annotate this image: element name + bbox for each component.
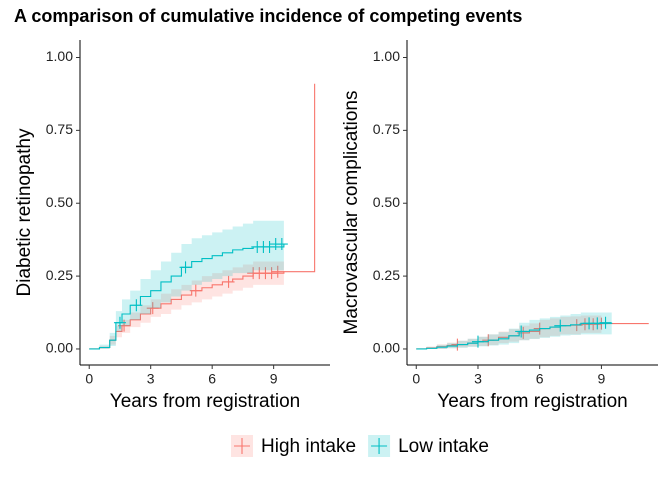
x-tick-label: 0	[85, 371, 93, 387]
censor-mark	[515, 325, 528, 338]
confidence-band	[416, 314, 602, 349]
step-line	[89, 83, 316, 350]
x-axis-title: Years from registration	[437, 391, 627, 412]
censor-mark	[271, 265, 284, 278]
chart-title: A comparison of cumulative incidence of …	[14, 6, 522, 26]
x-tick-label: 0	[412, 371, 420, 387]
y-axis-title: Macrovascular complications	[341, 91, 362, 335]
censor-mark	[591, 317, 604, 330]
censor-mark	[189, 284, 202, 297]
confidence-band	[89, 260, 284, 349]
y-tick-label: 0.25	[373, 267, 400, 283]
x-tick-label: 3	[474, 371, 482, 387]
x-tick-label: 6	[208, 371, 216, 387]
y-tick-label: 0.75	[46, 121, 73, 137]
censor-mark	[275, 238, 288, 251]
y-tick-label: 0.00	[373, 340, 400, 356]
legend-key-mark	[234, 438, 250, 454]
legend-key-mark	[371, 438, 388, 454]
y-tick-label: 0.75	[373, 121, 400, 137]
confidence-band	[89, 217, 284, 349]
x-tick-label: 6	[536, 371, 544, 387]
censor-mark	[599, 316, 612, 329]
y-tick-label: 1.00	[373, 48, 400, 64]
x-axis-title: Years from registration	[110, 391, 300, 412]
censor-mark	[146, 302, 159, 315]
censor-mark	[130, 299, 143, 312]
x-tick-label: 9	[598, 371, 606, 387]
legend-label: Low intake	[398, 436, 489, 457]
x-tick-label: 3	[147, 371, 155, 387]
censor-mark	[179, 261, 192, 274]
confidence-band	[416, 311, 612, 349]
censor-mark	[222, 275, 235, 288]
censor-mark	[113, 316, 126, 329]
y-tick-label: 1.00	[46, 48, 73, 64]
x-tick-label: 9	[270, 371, 278, 387]
censor-mark	[471, 335, 484, 348]
y-tick-label: 0.00	[46, 340, 73, 356]
y-axis-title: Diabetic retinopathy	[14, 128, 35, 296]
censor-mark	[554, 319, 567, 332]
censor-mark	[265, 267, 278, 280]
y-tick-label: 0.50	[373, 194, 400, 210]
y-tick-label: 0.25	[46, 267, 73, 283]
legend-label: High intake	[261, 436, 356, 457]
y-tick-label: 0.50	[46, 194, 73, 210]
censor-mark	[263, 240, 276, 253]
